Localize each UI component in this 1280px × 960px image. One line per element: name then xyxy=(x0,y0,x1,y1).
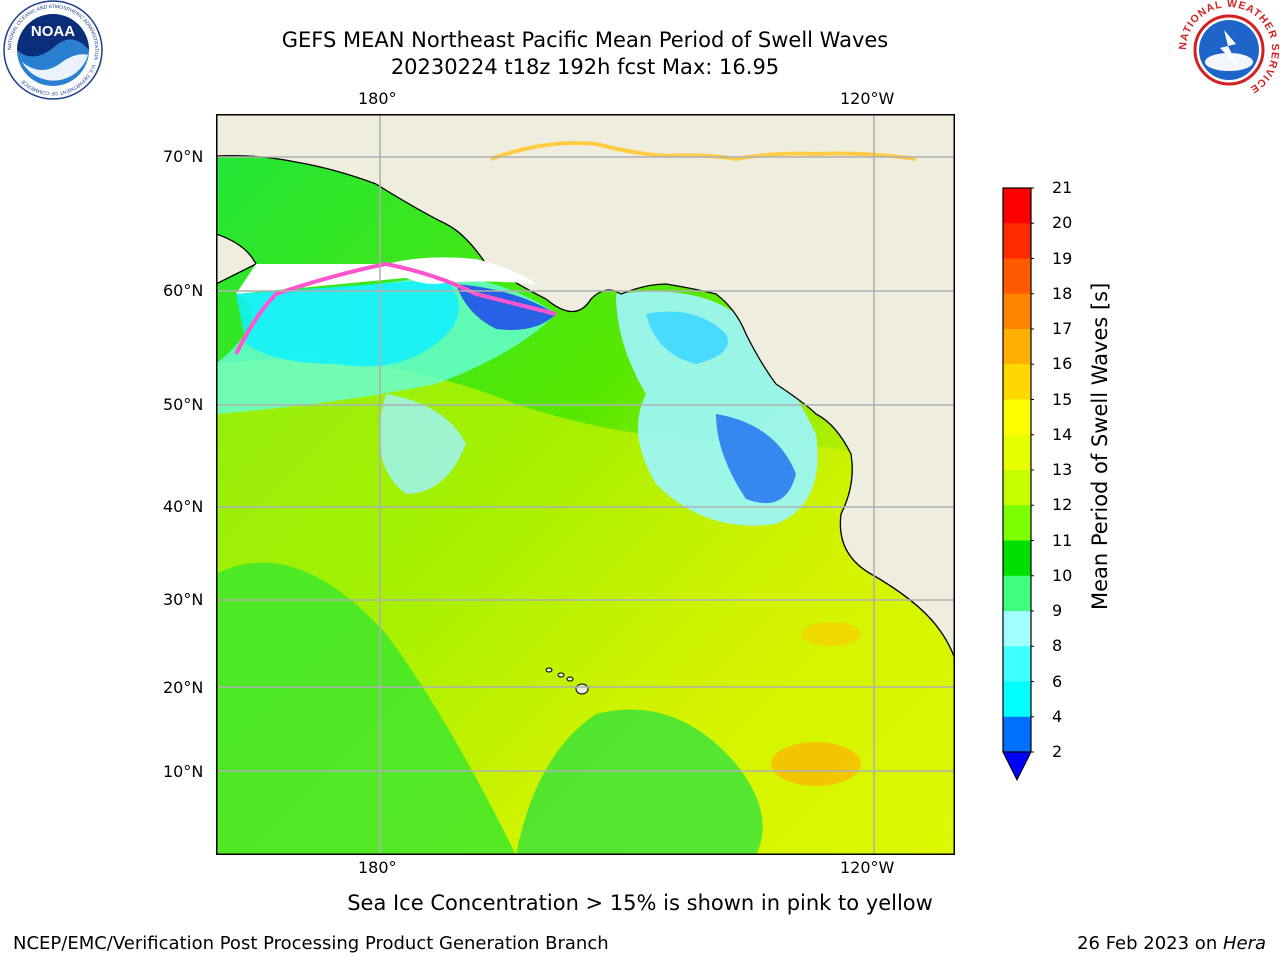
ice-free-bering-white xyxy=(386,257,536,284)
colorbar-band xyxy=(1003,223,1031,259)
graticule xyxy=(216,114,955,855)
colorbar-tick-label: 21 xyxy=(1052,178,1073,197)
colorbar-band xyxy=(1003,646,1031,682)
colorbar-band xyxy=(1003,188,1031,224)
lat-label-40n: 40°N xyxy=(163,497,204,516)
colorbar-tick-label: 12 xyxy=(1052,495,1073,515)
lat-label-20n: 20°N xyxy=(163,678,204,697)
sea-ice-caption: Sea Ice Concentration > 15% is shown in … xyxy=(347,891,933,915)
chart-subtitle: 20230224 t18z 192h fcst Max: 16.95 xyxy=(390,55,780,79)
short-period-region-bering xyxy=(236,279,459,367)
colorbar-tick-label: 9 xyxy=(1052,601,1063,620)
colorbar-band xyxy=(1003,681,1031,718)
colorbar-tick-label: 15 xyxy=(1052,389,1073,409)
lon-label-bottom-180: 180° xyxy=(358,858,397,877)
machine-name: Hera xyxy=(1222,933,1266,954)
colorbar-band xyxy=(1003,470,1031,506)
colorbar-band xyxy=(1003,329,1031,365)
lat-label-50n: 50°N xyxy=(163,395,204,414)
map-panel xyxy=(216,114,955,855)
colorbar-tick-label: 19 xyxy=(1052,248,1073,268)
nws-logo-icon: NATIONAL WEATHER SERVICE xyxy=(1178,0,1280,99)
very-short-period-gulf xyxy=(646,311,728,364)
very-short-period-blue xyxy=(716,414,796,504)
lat-label-60n: 60°N xyxy=(163,281,204,300)
colorbar-tick-label: 10 xyxy=(1052,565,1073,585)
colorbar-band xyxy=(1003,434,1031,471)
short-period-region-mid xyxy=(379,394,466,494)
colorbar-band xyxy=(1003,364,1031,400)
colorbar-tick-label: 16 xyxy=(1052,354,1073,374)
colorbar-band xyxy=(1003,258,1031,295)
chart-title: GEFS MEAN Northeast Pacific Mean Period … xyxy=(281,28,889,52)
mid-period-region-sw xyxy=(216,562,516,855)
colorbar-tick-label: 17 xyxy=(1052,319,1073,338)
high-period-spot-south xyxy=(771,742,861,786)
colorbar-tick-label: 18 xyxy=(1052,283,1073,303)
high-period-spot-east xyxy=(801,622,861,646)
colorbar-label: Mean Period of Swell Waves [s] xyxy=(1088,282,1112,610)
colorbar-tick-label: 6 xyxy=(1052,671,1063,691)
noaa-logo-text: NOAA xyxy=(31,23,75,40)
colorbar-band xyxy=(1003,505,1031,541)
lat-label-70n: 70°N xyxy=(163,147,204,166)
colorbar-tick-label: 4 xyxy=(1052,706,1063,726)
colorbar-band xyxy=(1003,575,1031,612)
colorbar-tick-label: 20 xyxy=(1052,213,1073,233)
lat-label-10n: 10°N xyxy=(163,762,204,781)
lon-label-bottom-120w: 120°W xyxy=(840,858,895,877)
credit-text: NCEP/EMC/Verification Post Processing Pr… xyxy=(13,933,609,954)
colorbar-tick-label: 14 xyxy=(1052,424,1073,444)
colorbar-band xyxy=(1003,399,1031,436)
bering-sea-ice-zone xyxy=(236,264,446,294)
colorbar-tick-label: 11 xyxy=(1052,530,1073,550)
sea-ice-edge xyxy=(234,261,557,355)
colorbar-tick-label: 13 xyxy=(1052,460,1073,479)
north-america-land xyxy=(216,114,955,660)
map-frame xyxy=(216,114,955,855)
colorbar-tick-label: 8 xyxy=(1052,636,1063,656)
colorbar-band xyxy=(1003,293,1031,330)
colorbar-band xyxy=(1003,611,1031,647)
lon-label-top-120w: 120°W xyxy=(840,89,895,108)
colorbar xyxy=(1002,187,1034,782)
noaa-logo-icon: NOAA NATIONAL OCEANIC AND ATMOSPHERIC AD… xyxy=(3,0,103,100)
lon-label-top-180: 180° xyxy=(358,89,397,108)
mid-period-region-south xyxy=(516,709,763,855)
colorbar-under-arrow xyxy=(1002,751,1032,782)
colorbar-tick-label: 2 xyxy=(1052,742,1063,761)
lat-label-30n: 30°N xyxy=(163,590,204,609)
colorbar-band xyxy=(1003,540,1031,577)
colorbar-band xyxy=(1003,716,1031,753)
date-value: 26 Feb 2023 on xyxy=(1077,933,1223,954)
arctic-ice-edge xyxy=(490,141,917,162)
date-text: 26 Feb 2023 on Hera xyxy=(1077,933,1266,954)
